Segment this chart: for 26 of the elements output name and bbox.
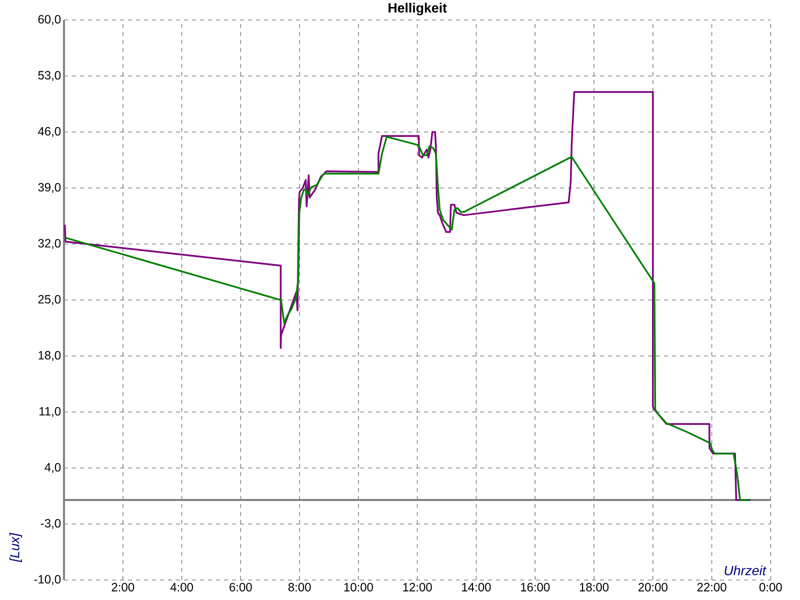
x-tick-label: 10:00 — [344, 582, 373, 592]
y-tick-label: 53,0 — [38, 71, 61, 81]
y-tick-label: 18,0 — [38, 351, 61, 361]
x-tick-label: 2:00 — [112, 582, 134, 592]
x-tick-label: 8:00 — [288, 582, 311, 592]
y-tick-label: 60,0 — [38, 15, 61, 25]
y-tick-label: 46,0 — [38, 127, 61, 137]
x-tick-label: 4:00 — [170, 582, 193, 592]
y-tick-label: -10,0 — [34, 575, 61, 585]
x-tick-label: 14:00 — [462, 582, 491, 592]
y-tick-label: 32,0 — [38, 239, 61, 249]
y-tick-label: 11,0 — [40, 407, 61, 417]
y-tick-label: 39,0 — [38, 183, 61, 193]
x-tick-label: 6:00 — [230, 582, 252, 592]
x-tick-label: 22:00 — [697, 582, 726, 592]
x-tick-label: 0:00 — [759, 582, 782, 592]
x-tick-label: 18:00 — [580, 582, 609, 592]
y-tick-label: -3,0 — [40, 519, 61, 529]
y-tick-label: 25,0 — [38, 295, 61, 305]
x-tick-label: 20:00 — [638, 582, 668, 592]
y-axis-title: [Lux] — [10, 532, 22, 562]
chart-title: Helligkeit — [388, 2, 447, 16]
x-axis-title: Uhrzeit — [724, 566, 766, 576]
x-tick-label: 12:00 — [403, 582, 432, 592]
y-tick-label: 4,0 — [44, 463, 61, 473]
x-tick-label: 16:00 — [521, 582, 550, 592]
